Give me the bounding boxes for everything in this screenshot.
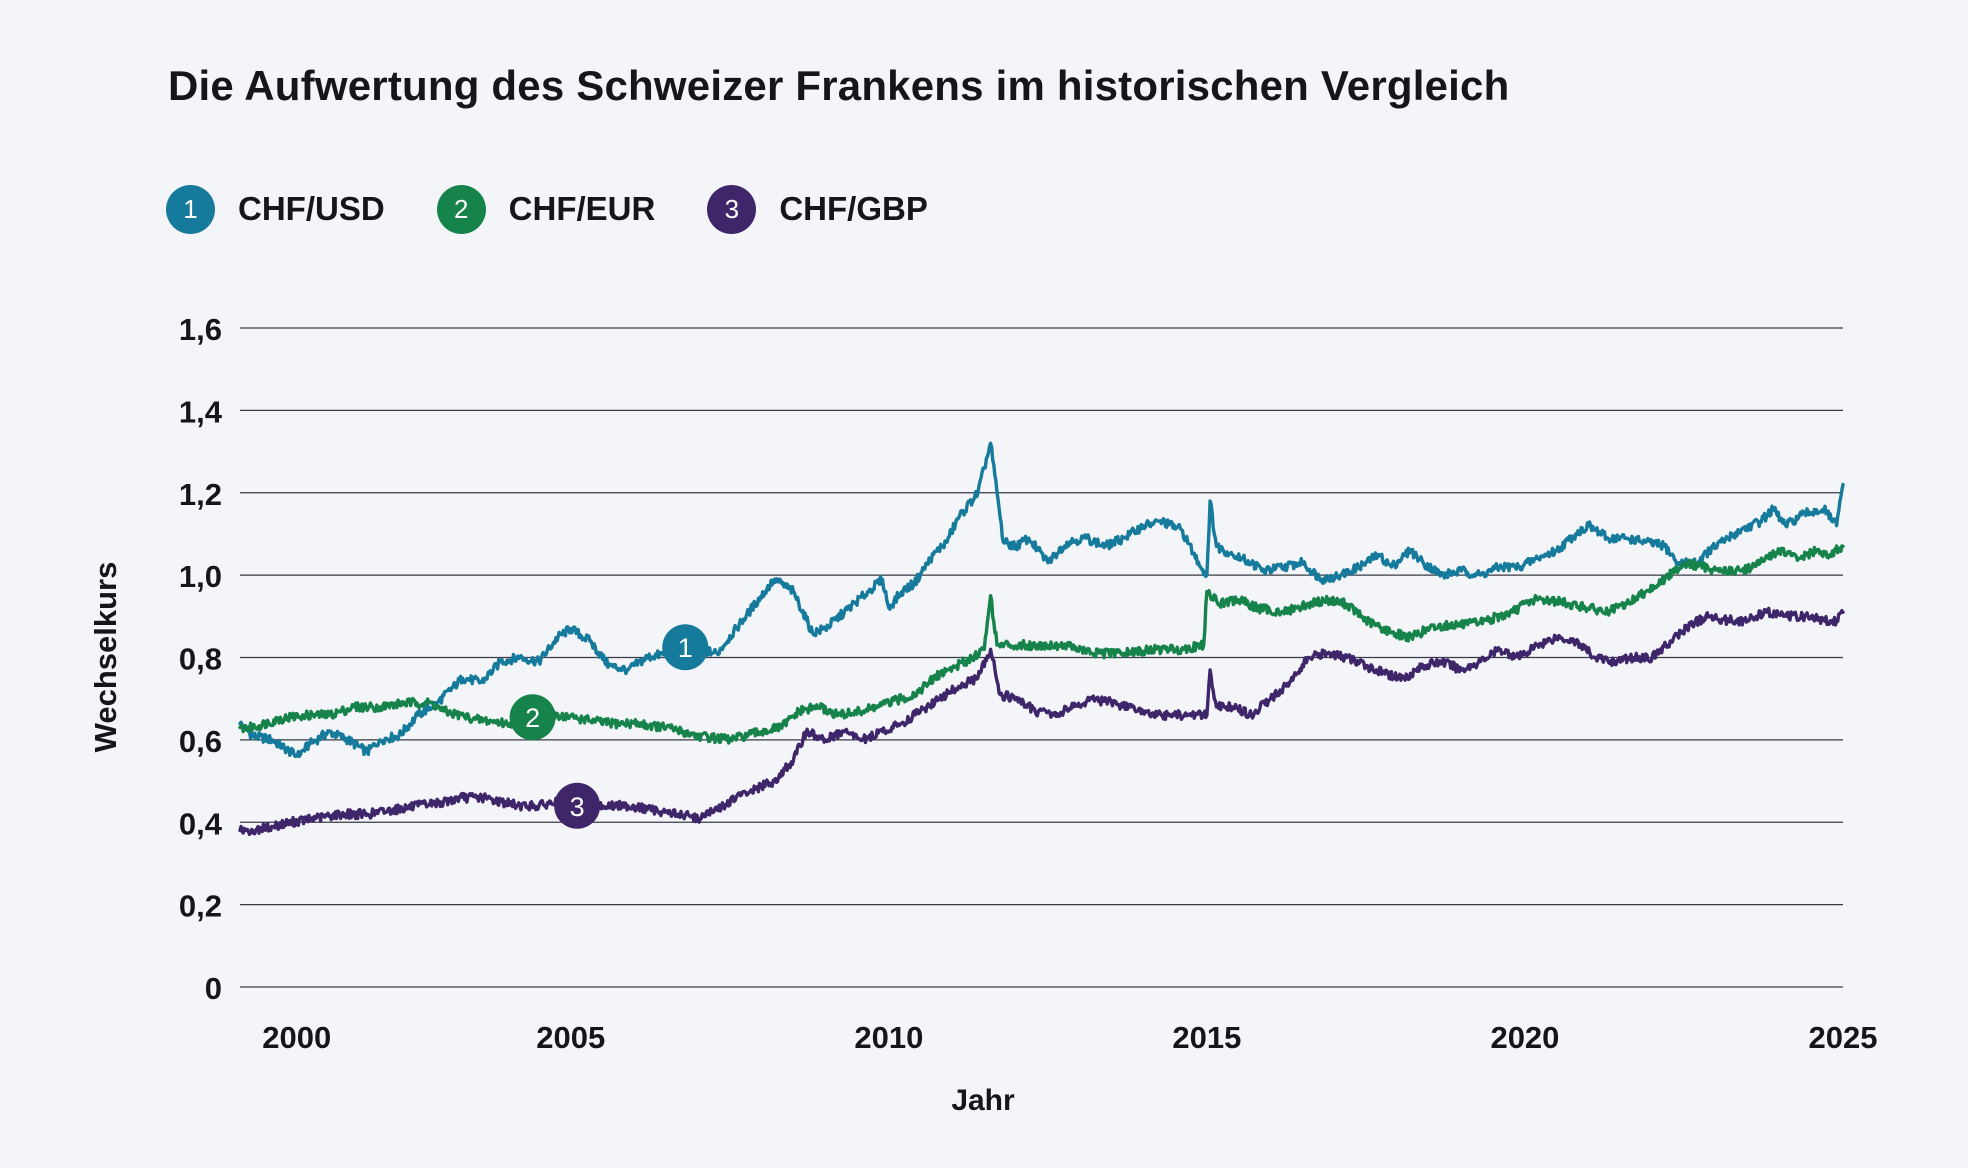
legend-label-chf-usd: CHF/USD [238, 190, 385, 227]
legend-item-chf-gbp: 3 CHF/GBP [707, 184, 928, 234]
y-tick-label: 1,6 [179, 312, 222, 347]
chart-title: Die Aufwertung des Schweizer Frankens im… [168, 62, 1510, 109]
y-axis-title: Wechselkurs [88, 562, 123, 753]
legend-item-chf-eur: 2 CHF/EUR [436, 184, 656, 234]
series-line-chf-gbp [238, 606, 1845, 837]
y-tick-label: 1,0 [179, 559, 222, 594]
x-tick-label: 2015 [1172, 1020, 1241, 1055]
x-tick-label: 2010 [854, 1020, 923, 1055]
y-tick-label: 0,2 [179, 889, 222, 924]
legend-label-chf-gbp: CHF/GBP [779, 190, 928, 227]
x-tick-label: 2020 [1490, 1020, 1559, 1055]
series-line-chf-eur [238, 544, 1845, 745]
series-marker-2 [509, 694, 556, 741]
y-tick-label: 0 [205, 971, 222, 1006]
legend-marker-1: 1 [166, 184, 215, 234]
series-marker-1 [662, 624, 709, 671]
y-tick-label: 1,2 [179, 477, 222, 512]
legend-item-chf-usd: 1 CHF/USD [166, 184, 385, 234]
x-axis-title: Jahr [951, 1084, 1015, 1117]
chart-legend: 1 CHF/USD 2 CHF/EUR 3 CHF/GBP [166, 184, 980, 234]
legend-marker-3: 3 [707, 184, 757, 234]
series-marker-label: 3 [570, 792, 585, 822]
series-marker-label: 1 [678, 633, 693, 663]
series-line-chf-usd [238, 441, 1845, 758]
x-tick-label: 2000 [262, 1020, 331, 1055]
y-tick-label: 0,8 [179, 642, 222, 677]
x-tick-label: 2005 [536, 1020, 605, 1055]
y-tick-label: 0,6 [179, 724, 222, 759]
legend-label-chf-eur: CHF/EUR [508, 190, 656, 227]
legend-marker-2: 2 [436, 184, 486, 234]
y-tick-label: 1,4 [179, 394, 223, 429]
x-tick-label: 2025 [1809, 1020, 1878, 1055]
series-marker-label: 2 [525, 703, 540, 733]
y-tick-label: 0,4 [179, 806, 223, 841]
series-marker-3 [554, 782, 601, 829]
